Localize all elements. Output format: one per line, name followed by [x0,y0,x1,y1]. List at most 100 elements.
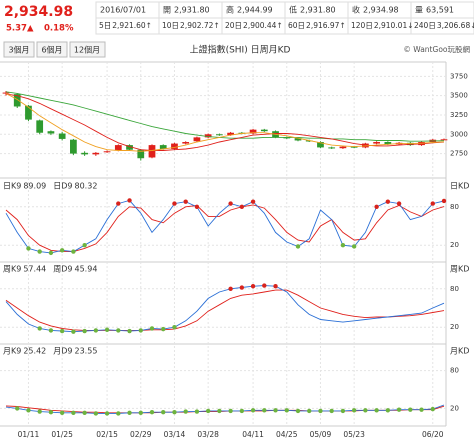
d-line [5,289,445,331]
candle-body [227,132,234,136]
k-line [5,199,445,254]
tab[interactable] [3,41,35,58]
signal-dot [194,204,200,209]
signal-dot [318,408,323,414]
candle-body [204,134,212,138]
signal-dot [183,409,188,414]
price: 2,934.98 [4,4,73,20]
signal-dot [48,409,54,415]
candle-body [25,105,32,120]
candle-body [92,152,100,155]
date: 2016/07/01 [100,6,146,15]
signal-dot [205,408,211,414]
signal-dot [37,249,42,254]
quote-label: 高 [226,5,234,15]
ma-label: 60日 [288,21,305,30]
ma-label: 20日 [225,21,242,30]
signal-dot [161,409,166,415]
candle-body [148,145,156,158]
signal-dot [408,407,413,412]
tab-label[interactable]: 6個月 [41,45,62,55]
x-tick-label: 05/09 [310,430,332,439]
y-tick-label: 3500 [450,92,468,100]
candle-body [36,120,44,133]
candle-body [159,145,167,149]
signal-dot [441,198,447,204]
signal-dot [239,285,245,290]
signal-dot [172,201,177,206]
y-tick-label: 3000 [450,130,468,138]
k-label: 月K9 [3,347,21,356]
signal-dot [26,408,31,413]
k-label: 日K9 [3,182,21,191]
k-value: 25.42 [23,347,46,356]
quote-value: 63,591 [426,6,454,15]
signal-dot [340,243,346,248]
signal-dot [82,243,87,248]
signal-dot [127,410,132,416]
quote-label: 量 [415,6,423,15]
tab[interactable] [36,41,68,58]
signal-dot [307,408,312,414]
tab-label[interactable]: 12個月 [74,45,100,55]
y-tick-label: 80 [450,203,459,211]
candle-body [182,142,190,144]
signal-dot [295,408,301,414]
change: 5.37▲ [6,24,34,34]
signal-dot [374,204,379,209]
y-tick-label: 20 [450,241,459,249]
d-label: 周D9 [53,265,72,274]
x-tick-label: 01/25 [51,430,73,439]
k-value: 57.44 [23,265,46,274]
signal-dot [228,201,233,206]
signal-dot [239,408,245,414]
x-tick-label: 02/29 [130,430,152,439]
quote-value: 2,931.80 [300,6,336,15]
ma-line [5,93,445,152]
x-tick-label: 06/20 [422,430,444,439]
k-label: 周K9 [3,265,21,274]
x-tick-label: 05/23 [343,430,365,439]
signal-dot [116,411,121,416]
candle-body [137,149,145,159]
ma-line [5,91,445,142]
ma-value: 2,900.44↑ [243,21,283,30]
signal-dot [161,326,166,332]
signal-dot [37,409,42,414]
quote-label: 低 [289,5,297,15]
quote-value: 2,934.98 [363,6,399,15]
k-line [5,404,445,414]
signal-dot [396,407,402,412]
panel-name: 月KD [450,347,469,356]
candle-body [216,134,223,136]
signal-dot [48,328,54,333]
signal-dot [396,201,402,206]
signal-dot [430,406,435,412]
candle-body [70,139,77,154]
d-label: 月D9 [53,347,72,356]
candle-body [283,137,291,139]
signal-dot [217,408,222,414]
signal-dot [59,410,65,416]
candle-body [317,142,324,148]
signal-dot [363,408,368,413]
candle-body [2,92,10,94]
signal-dot [250,284,256,289]
ma-label: 240日 [414,21,436,30]
signal-dot [82,410,87,416]
signal-dot [228,408,233,414]
signal-dot [93,411,99,416]
signal-dot [284,408,289,413]
signal-dot [149,409,155,415]
tab[interactable] [69,41,106,58]
candle-body [440,139,448,141]
ma-value: 2,902.72↑ [180,21,220,30]
signal-dot [183,199,188,204]
signal-dot [138,328,143,333]
quote-label: 開 [163,6,171,15]
candle-body [328,147,336,149]
signal-dot [374,408,379,413]
d-label: 日D9 [53,182,72,191]
tab-label[interactable]: 3個月 [8,45,29,55]
